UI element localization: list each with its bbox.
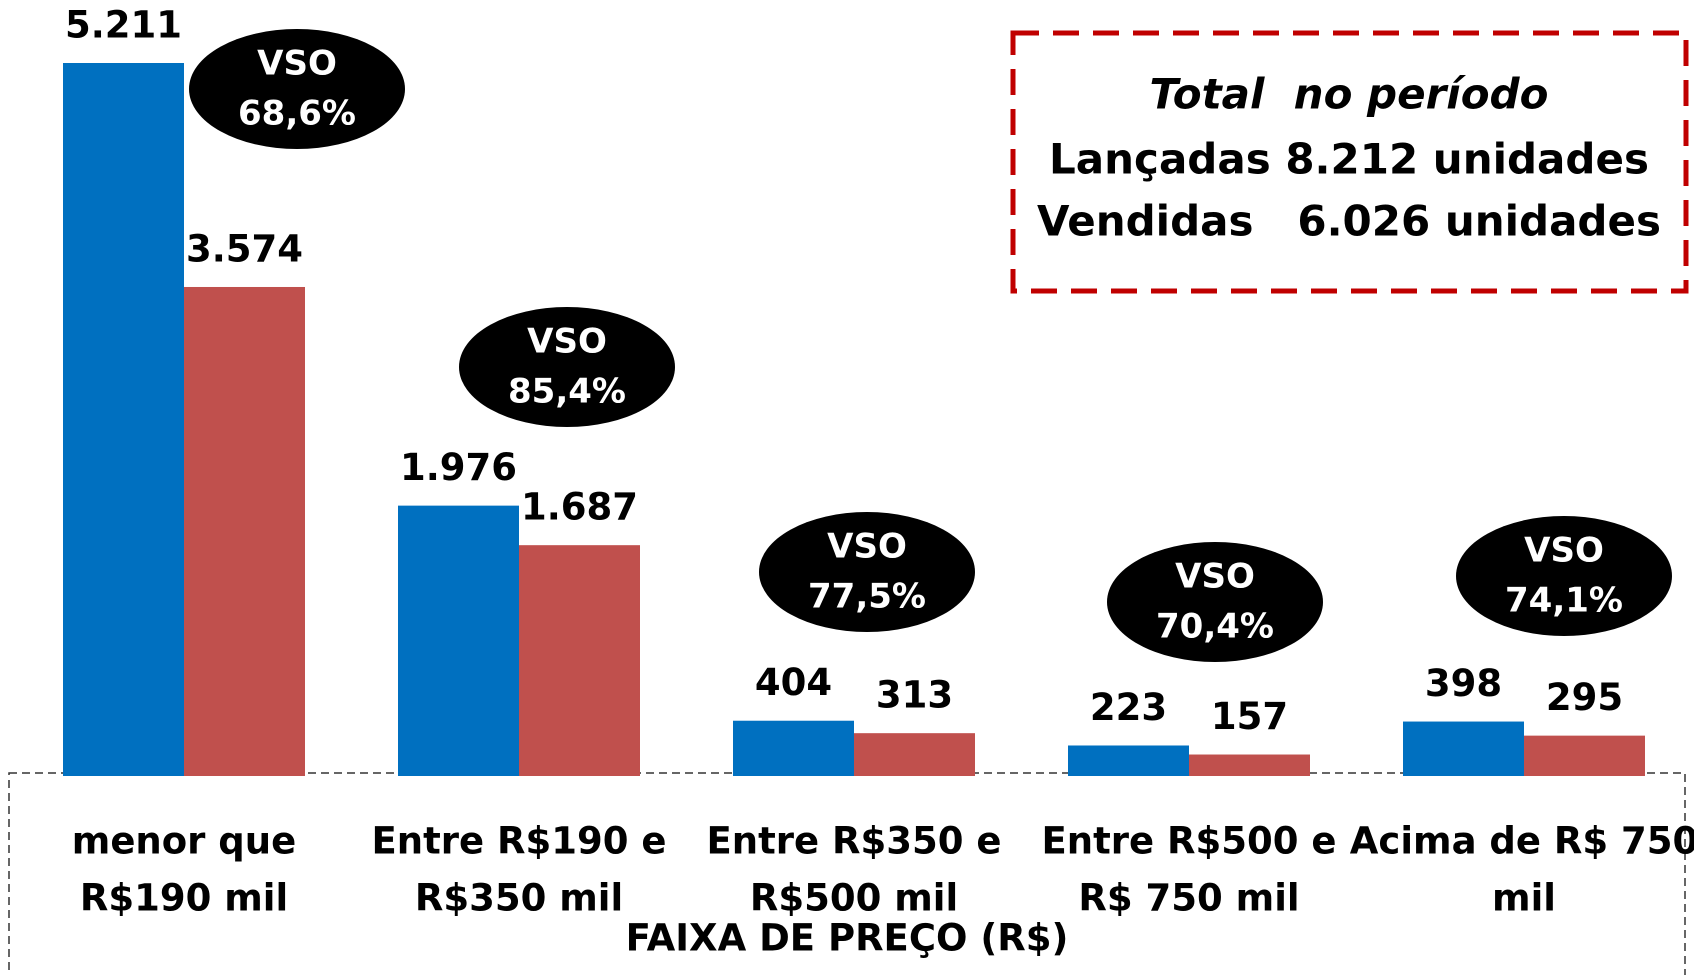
value-label: 157	[1211, 695, 1288, 738]
vso-title: VSO	[1524, 531, 1604, 571]
value-label: 1.687	[521, 486, 638, 529]
value-label: 1.976	[400, 446, 517, 489]
summary-line: Lançadas 8.212 unidades	[1049, 135, 1649, 184]
vso-value: 70,4%	[1156, 607, 1274, 647]
vso-value: 77,5%	[808, 577, 926, 617]
bar	[63, 63, 184, 776]
x-tick-label: R$500 mil	[750, 877, 958, 920]
x-tick-label: Entre R$190 e	[372, 820, 667, 863]
summary-box	[1010, 30, 1689, 294]
x-tick-label: R$190 mil	[80, 877, 288, 920]
bar	[184, 286, 305, 776]
vso-bubble	[459, 307, 675, 427]
vso-value: 68,6%	[238, 94, 356, 134]
vso-title: VSO	[1175, 557, 1255, 597]
x-tick-label: R$350 mil	[415, 877, 623, 920]
vso-title: VSO	[527, 322, 607, 362]
x-axis-title: FAIXA DE PREÇO (R$)	[626, 917, 1069, 960]
vso-value: 85,4%	[508, 372, 626, 412]
x-tick-label: Entre R$500 e	[1042, 820, 1337, 863]
value-label: 223	[1090, 686, 1167, 729]
vso-title: VSO	[827, 527, 907, 567]
vso-value: 74,1%	[1505, 581, 1623, 621]
value-label: 404	[755, 661, 832, 704]
x-tick-label: menor que	[72, 820, 296, 863]
vso-bubble	[189, 29, 405, 149]
bar	[1524, 735, 1645, 776]
vso-title: VSO	[257, 44, 337, 84]
bar	[398, 505, 519, 776]
value-label: 398	[1425, 662, 1502, 705]
vso-bubble	[1456, 516, 1672, 636]
bar	[1189, 754, 1310, 776]
bar	[733, 720, 854, 776]
vso-bubble	[1107, 542, 1323, 662]
vso-bubble	[759, 512, 975, 632]
bar	[854, 733, 975, 776]
x-tick-label: Acima de R$ 750	[1350, 820, 1694, 863]
bar	[1068, 745, 1189, 776]
value-label: 5.211	[65, 4, 182, 47]
x-tick-label: R$ 750 mil	[1078, 877, 1299, 920]
x-tick-label: mil	[1492, 877, 1556, 920]
value-label: 295	[1546, 676, 1623, 719]
summary-title: Total no período	[1150, 70, 1549, 119]
bar	[1403, 721, 1524, 776]
bar	[519, 545, 640, 776]
value-label: 3.574	[186, 227, 303, 270]
summary-line: Vendidas 6.026 unidades	[1037, 197, 1661, 246]
x-tick-label: Entre R$350 e	[707, 820, 1002, 863]
value-label: 313	[876, 674, 953, 717]
